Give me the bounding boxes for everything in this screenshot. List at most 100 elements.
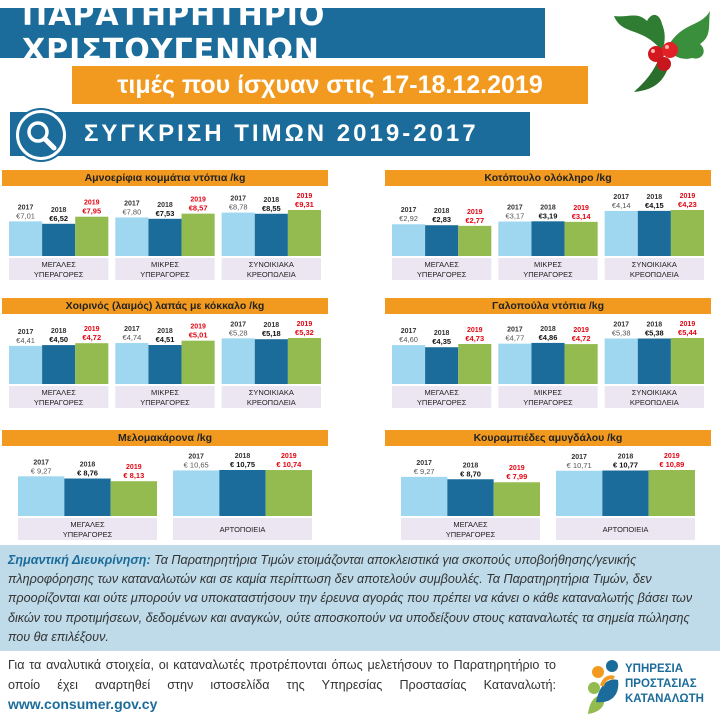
category-box <box>18 518 157 540</box>
category-label: ΜΕΓΑΛΕΣ <box>41 388 76 397</box>
bar-2017 <box>392 224 426 256</box>
category-label: ΥΠΕΡΑΓΟΡΕΣ <box>417 398 467 407</box>
year-label: 2017 <box>124 200 140 207</box>
year-label: 2018 <box>463 462 479 469</box>
value-label: €4,15 <box>645 201 664 210</box>
value-label: € 9,27 <box>414 467 435 476</box>
bar-2019 <box>458 225 492 256</box>
category-label: ΚΡΕΟΠΩΛΕΙΑ <box>630 270 679 279</box>
category-box <box>392 258 492 280</box>
category-label: ΚΡΕΟΠΩΛΕΙΑ <box>247 270 296 279</box>
year-label: 2017 <box>613 322 629 329</box>
category-box <box>556 518 695 540</box>
year-label: 2019 <box>84 326 100 333</box>
page-title: ΠΑΡΑΤΗΡΗΤΗΡΙΟ ΧΡΙΣΤΟΥΓΕΝΝΩΝ <box>0 0 545 68</box>
category-label: ΥΠΕΡΑΓΟΡΕΣ <box>63 530 113 539</box>
bar-2019 <box>181 213 215 256</box>
category-label: ΥΠΕΡΑΓΟΡΕΣ <box>140 270 190 279</box>
category-box <box>392 386 492 408</box>
disclaimer-box: Σημαντική Διευκρίνηση: Τα Παρατηρητήρια … <box>0 545 720 651</box>
year-label: 2018 <box>264 197 280 204</box>
category-label: ΚΡΕΟΠΩΛΕΙΑ <box>630 398 679 407</box>
year-label: 2017 <box>507 327 523 334</box>
year-label: 2018 <box>434 208 450 215</box>
value-label: €2,92 <box>399 214 418 223</box>
bar-2017 <box>401 476 448 516</box>
bar-2018 <box>254 339 288 384</box>
bar-2019 <box>648 470 695 516</box>
year-label: 2017 <box>613 194 629 201</box>
category-label: ΣΥΝΟΙΚΙΑΚΑ <box>249 260 294 269</box>
website-link[interactable]: www.consumer.gov.cy <box>8 696 158 712</box>
year-label: 2019 <box>126 464 142 471</box>
year-label: 2017 <box>230 196 246 203</box>
category-box <box>604 386 704 408</box>
bar-2017 <box>604 210 638 256</box>
year-label: 2019 <box>680 321 696 328</box>
bar-2019 <box>75 343 109 384</box>
value-label: €4,35 <box>432 337 451 346</box>
year-label: 2018 <box>51 207 67 214</box>
footer-info: Για τα αναλυτικά στοιχεία, οι καταναλωτέ… <box>8 658 556 692</box>
category-box <box>115 258 215 280</box>
year-label: 2019 <box>281 453 297 460</box>
year-label: 2017 <box>507 205 523 212</box>
chart-title: Αμνοερίφια κομμάτια ντόπια /kg <box>2 170 328 186</box>
value-label: €8,57 <box>189 204 208 213</box>
value-label: €5,32 <box>295 328 314 337</box>
bar-2017 <box>498 343 532 384</box>
year-label: 2017 <box>230 321 246 328</box>
date-banner: τιμές που ίσχυαν στις 17-18.12.2019 <box>72 66 588 104</box>
bar-2019 <box>110 481 157 516</box>
year-label: 2017 <box>33 459 49 466</box>
value-label: € 10,74 <box>276 460 302 469</box>
bar-2018 <box>447 479 494 516</box>
bar-2018 <box>531 342 565 384</box>
category-box <box>9 386 109 408</box>
value-label: €4,14 <box>612 201 631 210</box>
value-label: € 10,75 <box>230 460 255 469</box>
year-label: 2017 <box>18 329 34 336</box>
bar-2018 <box>219 470 266 516</box>
bar-2017 <box>18 476 65 516</box>
bar-2017 <box>9 345 43 384</box>
value-label: €5,38 <box>645 329 664 338</box>
year-label: 2019 <box>467 209 483 216</box>
comparison-banner: ΣΥΓΚΡΙΣΗ ΤΙΜΩΝ 2019-2017 <box>10 112 530 156</box>
year-label: 2017 <box>416 460 432 467</box>
category-label: ΥΠΕΡΑΓΟΡΕΣ <box>34 398 84 407</box>
value-label: € 7,99 <box>506 472 527 481</box>
category-label: ΚΡΕΟΠΩΛΕΙΑ <box>247 398 296 407</box>
value-label: €5,28 <box>229 328 248 337</box>
bar-2017 <box>392 345 426 384</box>
chart-panel-chicken: Κοτόπουλο ολόκληρο /kg 2017 €2,92 2018 €2,8… <box>385 170 711 282</box>
year-label: 2017 <box>401 207 417 214</box>
value-label: €5,01 <box>189 331 208 340</box>
value-label: €2,83 <box>432 215 451 224</box>
bar-2019 <box>75 216 109 256</box>
year-label: 2018 <box>647 322 663 329</box>
value-label: € 10,77 <box>613 461 638 470</box>
category-label: ΥΠΕΡΑΓΟΡΕΣ <box>523 398 573 407</box>
year-label: 2019 <box>297 321 313 328</box>
value-label: €5,18 <box>262 329 281 338</box>
chart-panel-pork: Χοιρινός (λαιμός) λαπάς με κόκκαλο /kg 2… <box>2 298 328 410</box>
chart-title: Κουραμπιέδες αμυγδάλου /kg <box>385 430 711 446</box>
value-label: € 10,65 <box>184 460 209 469</box>
bar-2017 <box>221 338 255 384</box>
bar-chart: 2017€2,922018€2,832019€2,77ΜΕΓΑΛΕΣΥΠΕΡΑΓ… <box>392 193 704 280</box>
year-label: 2019 <box>509 465 525 472</box>
value-label: € 9,27 <box>31 466 52 475</box>
value-label: €4,41 <box>16 336 35 345</box>
category-label: ΜΕΓΑΛΕΣ <box>424 388 459 397</box>
value-label: €8,78 <box>229 203 248 212</box>
value-label: €4,74 <box>122 333 141 342</box>
year-label: 2019 <box>573 327 589 334</box>
value-label: €7,95 <box>82 207 101 216</box>
value-label: € 8,13 <box>123 471 144 480</box>
value-label: €8,55 <box>262 204 281 213</box>
chart-title: Μελομακάρονα /kg <box>2 430 328 446</box>
bar-2017 <box>9 221 43 256</box>
bar-2019 <box>564 344 598 384</box>
year-label: 2019 <box>190 324 206 331</box>
